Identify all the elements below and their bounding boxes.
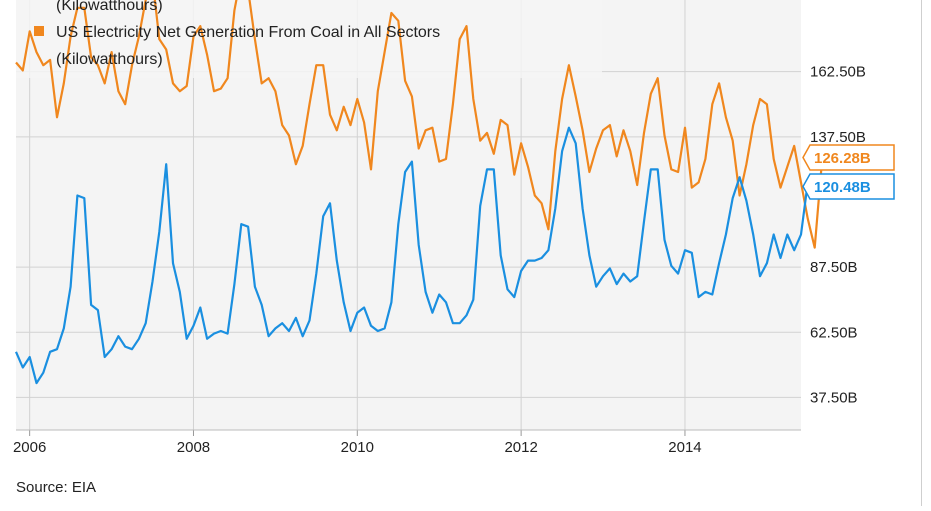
end-value-label: 126.28B <box>802 144 895 171</box>
source-note: Source: EIA <box>16 479 97 496</box>
end-value-text: 120.48B <box>814 179 871 196</box>
x-tick-label: 2014 <box>668 439 701 456</box>
legend-sublabel: (Kilowatthours) <box>56 51 163 68</box>
series-layer <box>14 0 823 385</box>
end-labels: 126.28B 120.48B <box>802 144 895 200</box>
series-line <box>14 126 809 385</box>
x-tick-label: 2012 <box>504 439 537 456</box>
end-value-box <box>802 173 895 200</box>
y-tick-label: 37.50B <box>810 389 858 406</box>
legend-label: US Electricity Net Generation From Coal … <box>56 24 440 41</box>
legend: (Kilowatthours) US Electricity Net Genera… <box>34 0 440 68</box>
axes: 37.50B 62.50B 87.50B 137.50B 162.50B 2006 2008… <box>13 64 866 456</box>
x-tick-label: 2008 <box>177 439 210 456</box>
x-tick-label: 2010 <box>341 439 374 456</box>
x-tick-label: 2006 <box>13 439 46 456</box>
end-value-label: 120.48B <box>802 173 895 200</box>
y-tick-label: 62.50B <box>810 324 858 341</box>
legend-swatch <box>34 26 44 36</box>
y-tick-label: 137.50B <box>810 129 866 146</box>
end-value-text: 126.28B <box>814 150 871 167</box>
y-tick-label: 87.50B <box>810 259 858 276</box>
legend-sublabel: (Kilowatthours) <box>56 0 163 14</box>
end-value-box <box>802 144 895 171</box>
y-tick-label: 162.50B <box>810 64 866 81</box>
series-line <box>15 0 823 249</box>
chart-border <box>921 0 922 506</box>
